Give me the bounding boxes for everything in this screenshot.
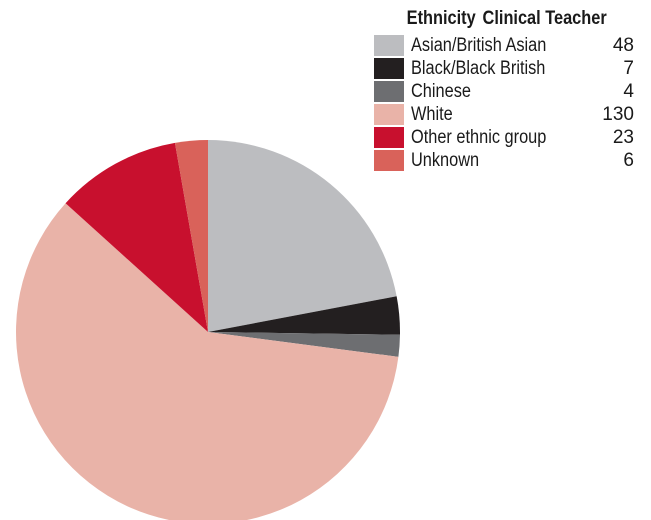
pie-slice-white: [16, 203, 399, 520]
legend-swatch: [374, 127, 404, 148]
pie-slice-black-black-british: [208, 296, 400, 335]
pie-slice-chinese: [208, 332, 400, 357]
legend-value: 6: [623, 149, 634, 171]
pie-slice-unknown: [174, 139, 208, 332]
legend-swatch: [374, 104, 404, 125]
legend: Ethnicity Clinical Teacher Asian/British…: [374, 8, 636, 172]
legend-item: White 130: [374, 103, 636, 126]
legend-item: Chinese 4: [374, 80, 636, 103]
legend-value: 48: [612, 34, 634, 56]
legend-label: Black/Black British: [411, 57, 546, 79]
legend-value: 130: [602, 103, 634, 125]
legend-swatch: [374, 150, 404, 171]
legend-label: Unknown: [411, 149, 480, 171]
legend-label: Other ethnic group: [411, 126, 547, 148]
legend-value: 7: [623, 57, 634, 79]
pie-slices: [16, 139, 400, 520]
legend-value: 23: [612, 126, 634, 148]
legend-label: Asian/British Asian: [411, 34, 547, 56]
legend-header-clinical-teacher: Clinical Teacher: [482, 8, 607, 29]
legend-swatch: [374, 35, 404, 56]
legend-item: Other ethnic group 23: [374, 126, 636, 149]
legend-label: White: [411, 103, 453, 125]
pie-slice-asian-british-asian: [208, 140, 397, 332]
legend-label: Chinese: [411, 80, 471, 102]
legend-value: 4: [623, 80, 634, 102]
legend-item: Asian/British Asian 48: [374, 34, 636, 57]
legend-swatch: [374, 58, 404, 79]
legend-item: Unknown 6: [374, 149, 636, 172]
legend-header: Ethnicity Clinical Teacher: [374, 8, 607, 34]
legend-item: Black/Black British 7: [374, 57, 636, 80]
pie-slice-other-ethnic-group: [65, 142, 208, 332]
legend-header-ethnicity: Ethnicity: [406, 8, 476, 29]
legend-swatch: [374, 81, 404, 102]
